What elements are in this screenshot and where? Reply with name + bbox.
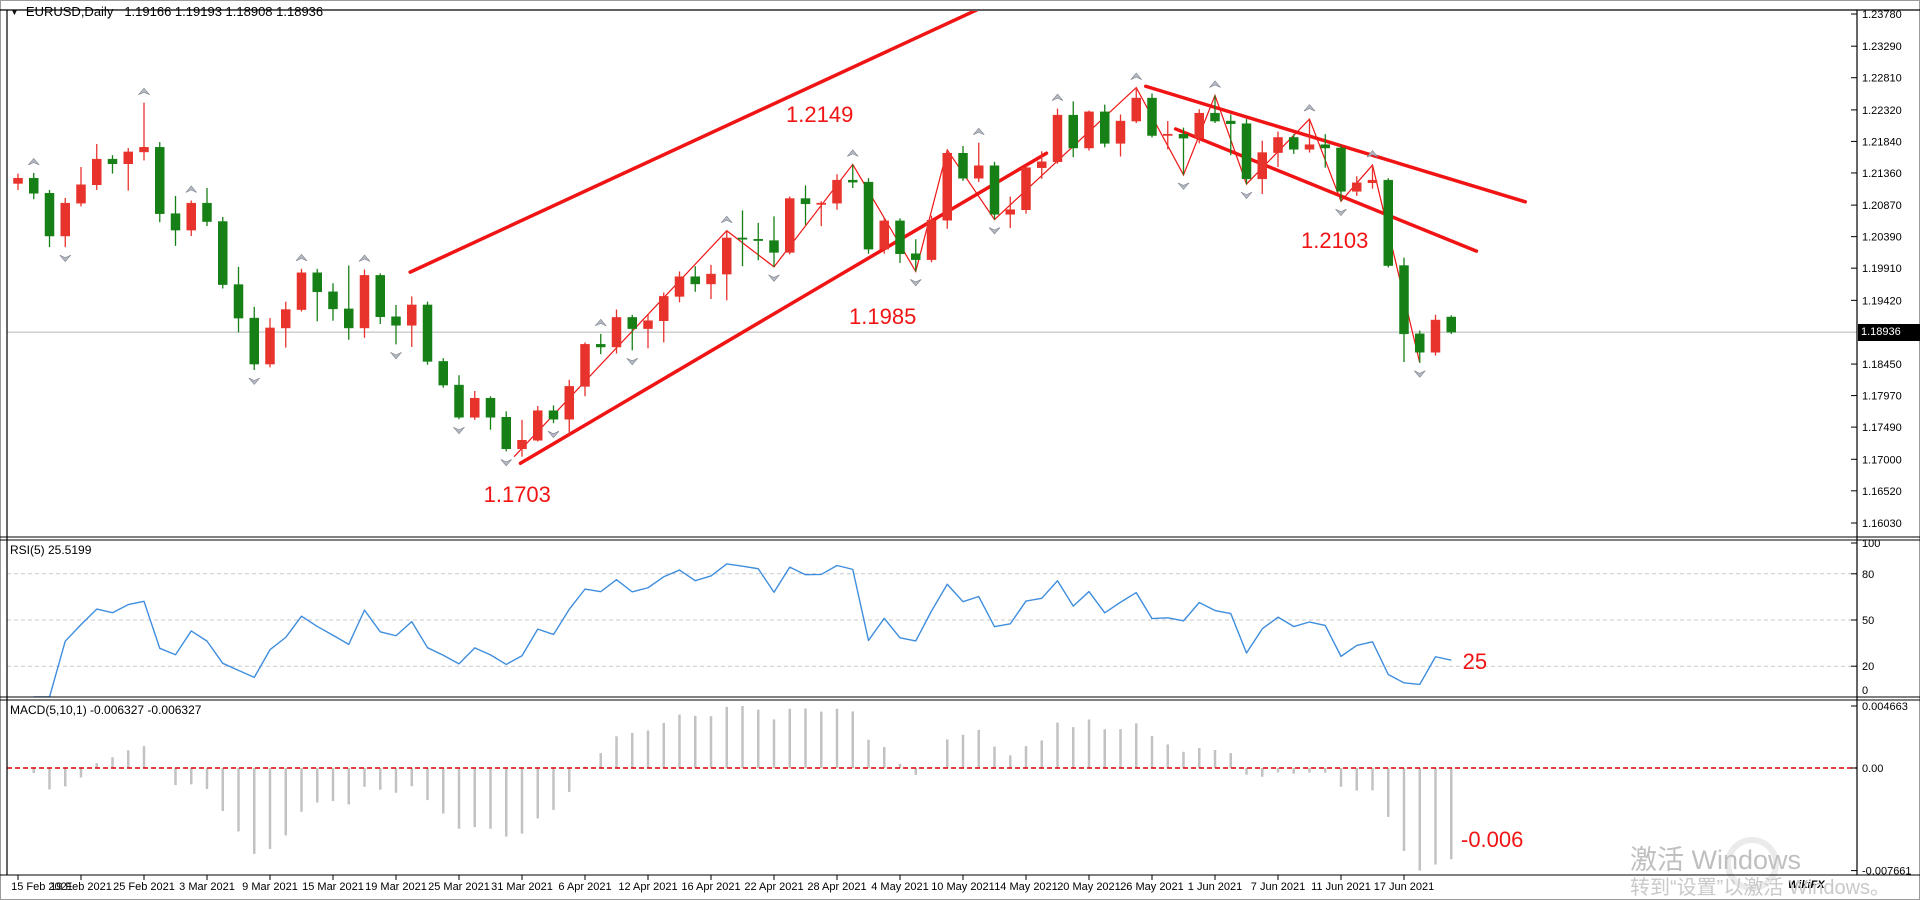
svg-text:50: 50 [1862,615,1874,627]
svg-text:3 Mar 2021: 3 Mar 2021 [179,881,235,893]
svg-text:6 Apr 2021: 6 Apr 2021 [558,881,611,893]
svg-text:11 Jun 2021: 11 Jun 2021 [1311,881,1371,893]
svg-text:25 Mar 2021: 25 Mar 2021 [428,881,490,893]
svg-text:10 May 2021: 10 May 2021 [931,881,995,893]
svg-text:WikiFX: WikiFX [1788,879,1825,891]
current-price-badge: 1.18936 [1858,323,1920,341]
svg-text:1.17490: 1.17490 [1862,422,1902,434]
rsi-annotation: 25 [1462,649,1488,675]
svg-text:1.16520: 1.16520 [1862,486,1902,498]
ohlc-values: 1.19166 1.19193 1.18908 1.18936 [124,4,324,19]
svg-text:22 Apr 2021: 22 Apr 2021 [744,881,803,893]
windows-activation-watermark-line2: 转到“设置”以激活 Windows。 [1630,877,1891,899]
svg-text:1.19420: 1.19420 [1862,295,1902,307]
svg-text:19 Mar 2021: 19 Mar 2021 [365,881,427,893]
svg-text:1 Jun 2021: 1 Jun 2021 [1188,881,1242,893]
svg-text:1.21840: 1.21840 [1862,136,1902,148]
svg-text:1.17970: 1.17970 [1862,391,1902,403]
svg-text:15 Feb 2021: 15 Feb 2021 [11,881,73,893]
svg-text:19 Feb 2021: 19 Feb 2021 [50,881,112,893]
svg-text:80: 80 [1862,569,1874,581]
price-annotation: 1.1985 [849,303,917,329]
svg-text:100: 100 [1862,538,1880,550]
svg-text:-0.007661: -0.007661 [1862,866,1912,878]
svg-text:31 Mar 2021: 31 Mar 2021 [491,881,553,893]
svg-text:1.22810: 1.22810 [1862,73,1902,85]
svg-text:26 May 2021: 26 May 2021 [1120,881,1184,893]
svg-text:1.16030: 1.16030 [1862,518,1902,530]
svg-text:28 Apr 2021: 28 Apr 2021 [807,881,866,893]
svg-text:1.22320: 1.22320 [1862,105,1902,117]
svg-text:25 Feb 2021: 25 Feb 2021 [113,881,175,893]
svg-text:1.19910: 1.19910 [1862,263,1902,275]
price-annotation: 1.1703 [483,481,551,507]
svg-text:4 May 2021: 4 May 2021 [871,881,928,893]
chart-dropdown-icon[interactable]: ▼ [10,6,19,17]
svg-text:1.18450: 1.18450 [1862,359,1902,371]
svg-text:1.20390: 1.20390 [1862,232,1902,244]
svg-text:14 May 2021: 14 May 2021 [994,881,1058,893]
macd-indicator-label: MACD(5,10,1) -0.006327 -0.006327 [10,703,202,717]
svg-text:1.23780: 1.23780 [1862,9,1902,21]
windows-activation-watermark-line1: 激活 Windows [1630,845,1802,875]
svg-text:16 Apr 2021: 16 Apr 2021 [681,881,740,893]
symbol-timeframe-label: EURUSD,Daily [25,4,114,19]
svg-text:0.00: 0.00 [1862,763,1883,775]
chart-title: ▼ EURUSD,Daily 1.19166 1.19193 1.18908 1… [10,4,323,19]
svg-text:1.21360: 1.21360 [1862,168,1902,180]
svg-text:0: 0 [1862,685,1868,697]
price-annotation: 1.2103 [1301,228,1369,254]
macd-annotation: -0.006 [1460,827,1524,853]
svg-text:12 Apr 2021: 12 Apr 2021 [618,881,677,893]
svg-text:0.004663: 0.004663 [1862,701,1908,713]
svg-text:9 Mar 2021: 9 Mar 2021 [242,881,298,893]
svg-text:1.17000: 1.17000 [1862,454,1902,466]
price-annotation: 1.2149 [786,102,854,128]
rsi-indicator-label: RSI(5) 25.5199 [10,543,92,557]
svg-text:20 May 2021: 20 May 2021 [1057,881,1121,893]
svg-text:7 Jun 2021: 7 Jun 2021 [1251,881,1305,893]
svg-text:20: 20 [1862,661,1874,673]
svg-text:1.20870: 1.20870 [1862,200,1902,212]
svg-text:17 Jun 2021: 17 Jun 2021 [1374,881,1435,893]
svg-text:15 Mar 2021: 15 Mar 2021 [302,881,364,893]
svg-text:1.23290: 1.23290 [1862,41,1902,53]
